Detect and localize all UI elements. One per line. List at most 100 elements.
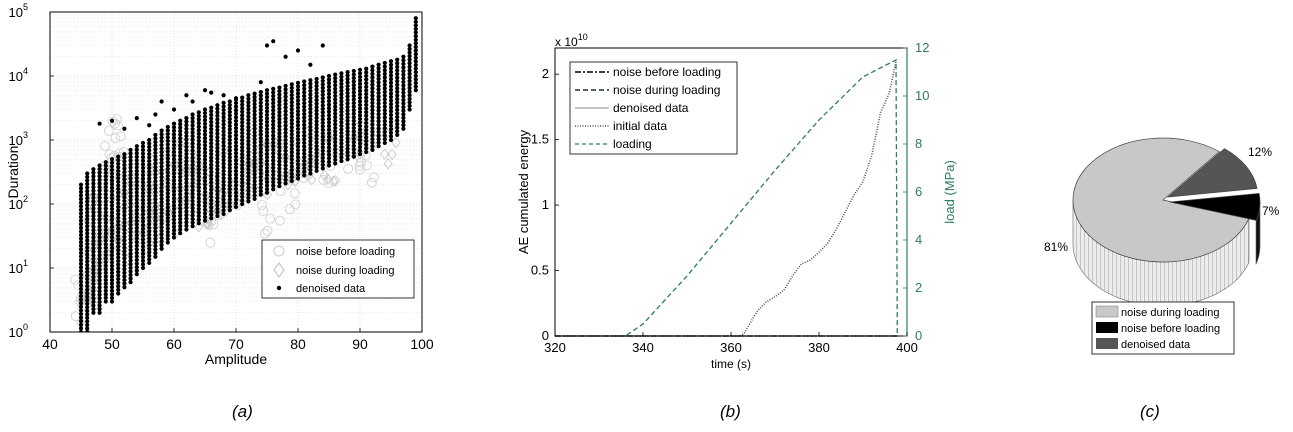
a-point-denoised — [240, 95, 245, 100]
a-point-denoised — [333, 150, 338, 155]
a-point-denoised — [165, 215, 170, 221]
a-point-denoised — [339, 95, 344, 100]
a-point-denoised — [407, 103, 412, 109]
a-point-denoised — [128, 276, 133, 281]
a-point-denoised — [178, 217, 183, 222]
a-point-denoised — [184, 220, 189, 225]
a-point-denoised — [289, 128, 294, 133]
a-x-tick-label: 70 — [228, 336, 244, 352]
a-point-denoised — [339, 99, 344, 104]
a-point-denoised — [339, 92, 344, 97]
a-point-denoised — [196, 163, 201, 169]
a-point-denoised — [85, 203, 90, 208]
a-point-denoised — [116, 287, 121, 292]
a-point-denoised — [283, 112, 288, 117]
a-point-denoised — [395, 79, 400, 84]
a-point-denoised — [85, 210, 90, 215]
a-point-denoised — [339, 141, 344, 146]
a-point-denoised — [308, 113, 313, 119]
c-slice-percent-label: 7% — [1262, 204, 1280, 218]
a-point-denoised — [116, 258, 121, 264]
a-point-denoised — [258, 121, 263, 127]
a-point-denoised — [314, 147, 319, 152]
a-point-denoised — [333, 90, 338, 95]
a-point-denoised — [314, 161, 319, 166]
a-point-denoised — [271, 111, 276, 117]
a-point-denoised — [178, 231, 183, 236]
a-point-denoised — [264, 130, 270, 135]
a-point-denoised — [134, 200, 139, 206]
a-point-denoised — [326, 113, 332, 118]
a-point-denoised — [159, 225, 164, 230]
a-point-denoised — [252, 98, 257, 103]
a-point-denoised — [314, 151, 319, 156]
a-point-denoised — [159, 243, 164, 248]
a-point-denoised — [78, 247, 84, 252]
a-point-denoised — [97, 195, 102, 200]
a-point-denoised — [134, 147, 139, 152]
a-point-denoised — [190, 144, 195, 150]
a-point-denoised — [215, 128, 220, 133]
a-point-denoised — [370, 133, 375, 138]
a-point-denoised — [109, 224, 115, 229]
a-point-denoised — [326, 156, 332, 161]
a-point-denoised — [264, 91, 270, 96]
a-point-denoised — [413, 84, 418, 89]
a-point-denoised — [91, 181, 96, 186]
a-point-denoised — [401, 112, 406, 117]
a-point-denoised — [264, 180, 270, 185]
a-point-denoised — [103, 185, 108, 190]
a-point-denoised — [233, 115, 239, 120]
a-point-denoised — [252, 154, 257, 159]
a-point-denoised — [302, 173, 307, 178]
a-point-denoised — [382, 108, 387, 113]
a-point-denoised — [184, 205, 189, 211]
a-point-denoised — [128, 169, 133, 174]
a-point-denoised — [171, 142, 177, 148]
a-point-denoised — [326, 109, 332, 114]
a-point-denoised — [233, 169, 239, 174]
a-point-denoised — [283, 127, 288, 132]
a-point-denoised — [240, 109, 245, 114]
a-point-denoised — [401, 58, 406, 63]
a-point-denoised — [134, 197, 139, 202]
a-point-denoised — [221, 201, 226, 206]
a-point-denoised — [202, 153, 208, 159]
a-point-denoised — [357, 95, 363, 101]
a-point-denoised — [401, 123, 406, 128]
a-point-denoised — [215, 106, 220, 111]
a-point-denoised — [357, 99, 363, 104]
a-point-noise-before — [112, 120, 123, 131]
a-point-denoised — [109, 231, 115, 237]
a-point-denoised — [116, 158, 121, 163]
a-point-denoised — [345, 129, 350, 134]
a-point-denoised — [122, 242, 127, 247]
a-point-denoised — [227, 197, 232, 202]
a-point-denoised — [277, 92, 282, 97]
a-point-denoised — [91, 210, 96, 215]
a-point-denoised — [178, 122, 183, 127]
a-point-denoised — [395, 111, 400, 116]
a-point-denoised — [178, 206, 183, 211]
a-point-denoised — [97, 285, 102, 290]
a-point-denoised — [333, 100, 338, 106]
a-point-denoised — [78, 283, 84, 288]
a-point-denoised — [271, 126, 276, 131]
a-point-denoised — [190, 123, 195, 128]
a-point-denoised — [227, 158, 232, 164]
a-point-denoised — [97, 238, 102, 243]
a-point-denoised — [252, 109, 257, 114]
a-point-denoised — [258, 97, 263, 102]
a-point-denoised — [202, 197, 208, 202]
a-point-denoised — [314, 119, 319, 124]
a-point-denoised — [85, 287, 90, 292]
a-point-denoised — [140, 180, 146, 185]
a-point-denoised — [184, 151, 189, 157]
a-point-denoised — [388, 66, 394, 71]
a-point-denoised — [314, 98, 319, 103]
a-point-denoised — [258, 107, 263, 112]
a-y-tick-label: 105 — [9, 2, 28, 20]
a-point-denoised — [370, 89, 375, 95]
a-point-denoised — [333, 132, 338, 138]
a-point-denoised — [134, 190, 139, 195]
